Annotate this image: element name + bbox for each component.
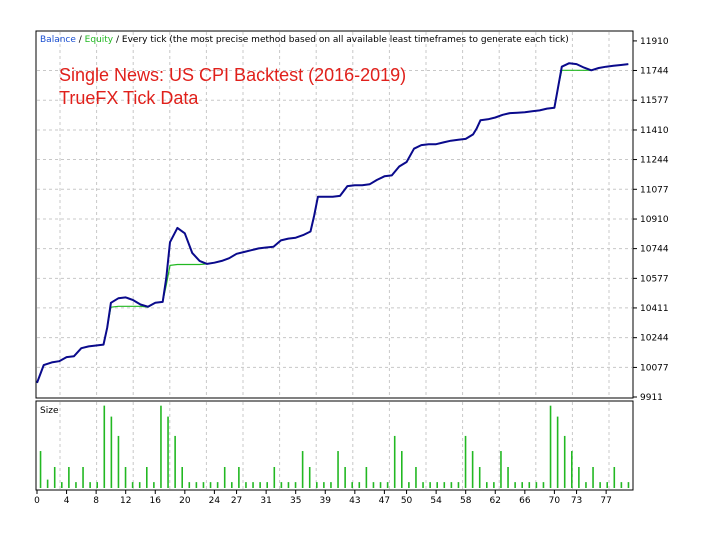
y-axis-ticks: 11910 11744 11577 11410 11244 11077 10910 10744… bbox=[633, 37, 669, 403]
y-tick-label: 11910 bbox=[640, 37, 669, 47]
y-tick-label: 10077 bbox=[640, 363, 669, 373]
x-tick-label: 0 bbox=[34, 496, 40, 506]
y-tick-label: 10910 bbox=[640, 215, 669, 225]
x-tick-label: 12 bbox=[120, 496, 131, 506]
x-tick-label: 66 bbox=[519, 496, 531, 506]
y-tick-label: 11744 bbox=[640, 66, 669, 76]
legend-sep-2: / bbox=[113, 35, 122, 45]
size-panel: Size 0 4 8 12 16 20 24 27 31 35 39 43 47 50 54 58 62 66 70… bbox=[34, 400, 634, 506]
y-tick-label: 10411 bbox=[640, 304, 669, 314]
annotation-title: Single News: US CPI Backtest (2016-2019) bbox=[59, 65, 406, 85]
x-tick-label: 54 bbox=[430, 496, 442, 506]
x-tick-label: 31 bbox=[260, 496, 271, 506]
x-axis-ticks: 0 4 8 12 16 20 24 27 31 35 39 43 47 50 54 58 62 66 70 73 77 bbox=[34, 490, 612, 506]
x-tick-label: 39 bbox=[320, 496, 332, 506]
y-tick-label: 11077 bbox=[640, 185, 669, 195]
equity-grid bbox=[37, 32, 632, 397]
x-tick-label: 43 bbox=[349, 496, 360, 506]
x-tick-label: 8 bbox=[93, 496, 99, 506]
legend: Balance / Equity / Every tick (the most … bbox=[40, 35, 569, 45]
x-tick-label: 20 bbox=[179, 496, 191, 506]
x-tick-label: 35 bbox=[290, 496, 301, 506]
equity-panel: 11910 11744 11577 11410 11244 11077 10910 10744… bbox=[35, 30, 669, 403]
y-tick-label: 10577 bbox=[640, 274, 669, 284]
annotation-subtitle: TrueFX Tick Data bbox=[59, 88, 199, 108]
size-bars bbox=[39, 405, 630, 488]
y-tick-label: 10244 bbox=[640, 334, 669, 344]
y-tick-label: 11244 bbox=[640, 156, 669, 166]
legend-equity[interactable]: Equity bbox=[85, 35, 114, 45]
y-tick-label: 9911 bbox=[640, 393, 663, 403]
x-tick-label: 62 bbox=[490, 496, 501, 506]
x-tick-label: 70 bbox=[549, 496, 561, 506]
size-label: Size bbox=[40, 406, 59, 416]
x-tick-label: 58 bbox=[460, 496, 472, 506]
series-line-equity bbox=[36, 62, 629, 384]
y-tick-label: 11577 bbox=[640, 96, 669, 106]
x-tick-label: 47 bbox=[379, 496, 390, 506]
equity-panel-frame bbox=[35, 30, 634, 399]
equity-lines bbox=[36, 62, 629, 384]
x-tick-label: 4 bbox=[64, 496, 70, 506]
y-tick-label: 10744 bbox=[640, 245, 669, 255]
x-tick-label: 77 bbox=[600, 496, 611, 506]
legend-balance[interactable]: Balance bbox=[40, 35, 76, 45]
legend-mode: Every tick (the most precise method base… bbox=[122, 35, 569, 45]
size-panel-frame bbox=[35, 400, 634, 491]
x-tick-label: 24 bbox=[209, 496, 221, 506]
x-tick-label: 27 bbox=[231, 496, 242, 506]
y-tick-label: 11410 bbox=[640, 126, 669, 136]
x-tick-label: 50 bbox=[401, 496, 413, 506]
legend-sep-1: / bbox=[76, 35, 85, 45]
x-tick-label: 73 bbox=[571, 496, 582, 506]
x-tick-label: 16 bbox=[150, 496, 162, 506]
